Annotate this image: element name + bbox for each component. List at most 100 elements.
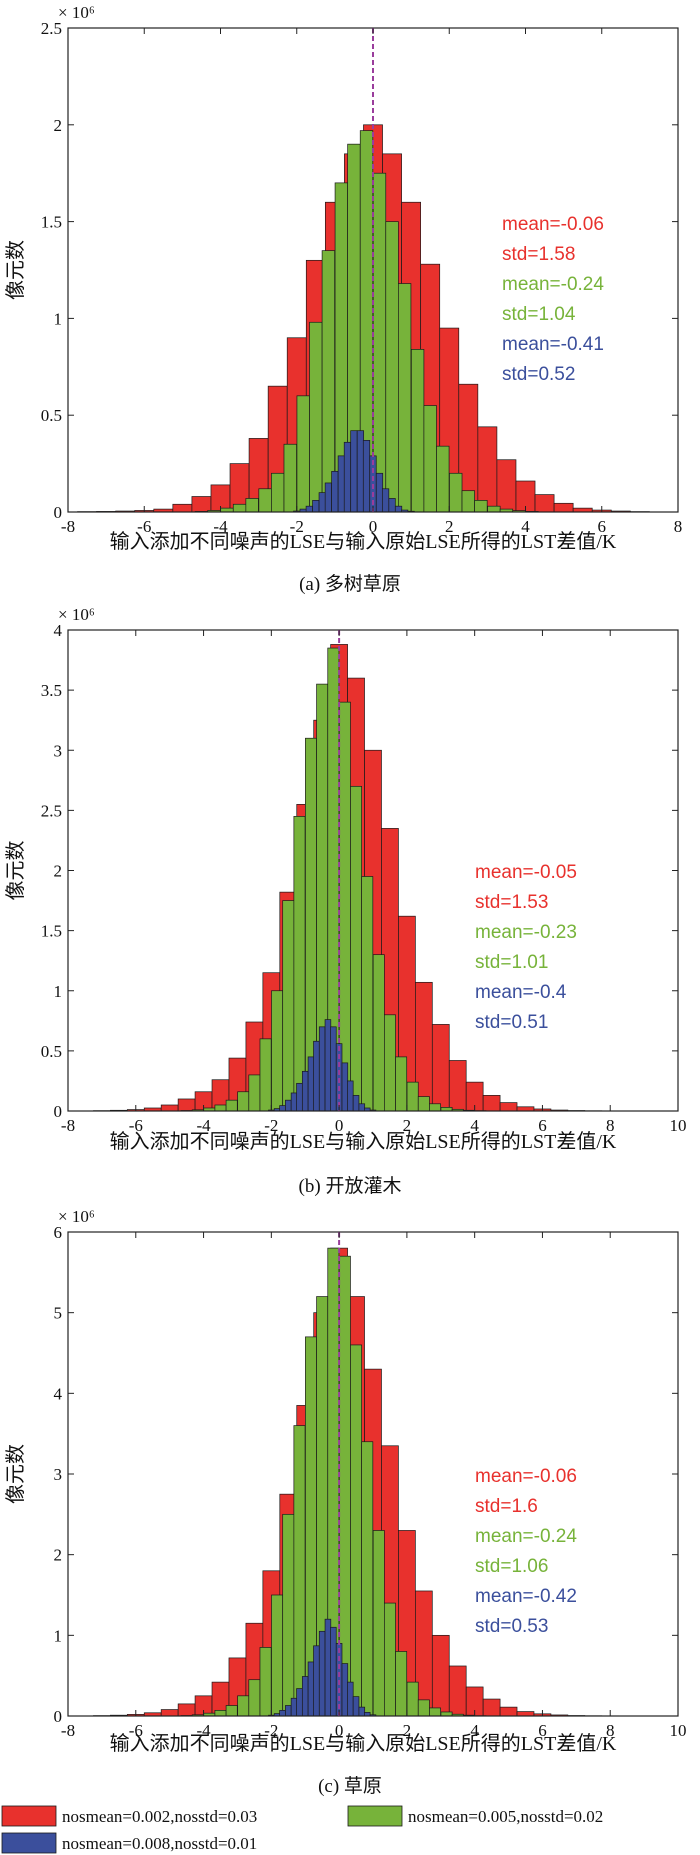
y-tick-label: 3 <box>54 741 63 760</box>
x-tick-label: -8 <box>61 1721 75 1740</box>
stat-annotation: std=1.06 <box>475 1556 548 1577</box>
bar <box>248 1679 261 1717</box>
bar <box>335 1043 343 1112</box>
bar <box>331 470 339 513</box>
bar <box>271 990 284 1112</box>
bar <box>237 1091 250 1112</box>
bar <box>352 1696 360 1717</box>
y-tick-label: 0 <box>54 1707 63 1726</box>
bar <box>313 1040 320 1112</box>
bar <box>307 1661 315 1717</box>
bar <box>477 426 498 513</box>
x-tick-label: -2 <box>264 1116 278 1135</box>
y-axis-label: 像元数 <box>4 1444 27 1504</box>
y-tick-label: 4 <box>54 621 63 640</box>
bar <box>361 1441 374 1717</box>
stat-annotation: std=1.04 <box>502 304 576 325</box>
stat-annotation: mean=-0.23 <box>475 922 577 943</box>
panel-caption: (a) 多树草原 <box>299 573 401 595</box>
x-tick-label: -2 <box>264 1721 278 1740</box>
y-axis-label: 像元数 <box>4 240 27 300</box>
stat-annotation: std=1.58 <box>502 244 575 265</box>
bar <box>406 1081 419 1112</box>
bar <box>337 455 345 513</box>
bar <box>279 1105 286 1112</box>
y-tick-label: 3 <box>54 1465 63 1484</box>
x-tick-label: 6 <box>598 517 607 536</box>
bar <box>245 498 259 513</box>
stat-annotation: mean=-0.41 <box>502 334 604 355</box>
bar <box>398 283 412 513</box>
x-tick-label: -6 <box>129 1116 143 1135</box>
stat-annotation: mean=-0.06 <box>502 214 604 235</box>
bar <box>429 1103 441 1112</box>
legend-swatch <box>1 1832 57 1854</box>
bar <box>225 1705 238 1717</box>
series-2 <box>194 130 539 513</box>
bar <box>282 900 295 1112</box>
bar <box>307 1056 315 1112</box>
bar <box>372 954 385 1112</box>
bar <box>324 1618 332 1717</box>
legend-swatch <box>1 1805 57 1827</box>
bar <box>318 492 326 513</box>
y-tick-label: 6 <box>54 1223 63 1242</box>
bar <box>358 1706 366 1717</box>
bar <box>237 1695 250 1717</box>
bar <box>312 500 320 513</box>
legend: nosmean=0.002,nosstd=0.03 nosmean=0.005,n… <box>1 1805 603 1854</box>
x-tick-label: 10 <box>670 1721 687 1740</box>
bar <box>290 1092 298 1112</box>
bar <box>417 1699 430 1717</box>
bar <box>448 1060 467 1112</box>
x-tick-label: 0 <box>369 517 378 536</box>
bar <box>496 459 517 513</box>
x-tick-label: -2 <box>290 517 304 536</box>
bar <box>347 1080 354 1112</box>
bar <box>410 349 425 513</box>
x-axis-label: 输入添加不同噪声的LSE与输入原始LSE所得的LST差值/K <box>110 530 617 553</box>
y-tick-label: 3.5 <box>41 681 62 700</box>
bar <box>385 221 399 513</box>
legend-label: nosmean=0.002,nosstd=0.03 <box>62 1807 257 1826</box>
y-exponent-label: × 10⁶ <box>58 3 95 22</box>
bar <box>417 1096 430 1112</box>
bar <box>160 1709 179 1717</box>
y-tick-label: 4 <box>54 1384 63 1403</box>
bar <box>301 1070 309 1112</box>
bar <box>258 488 272 513</box>
x-tick-label: 2 <box>403 1116 412 1135</box>
x-tick-label: -8 <box>61 1116 75 1135</box>
bar <box>440 1711 453 1717</box>
bar <box>301 1676 309 1717</box>
x-tick-label: -8 <box>61 517 75 536</box>
panel-caption: (c) 草原 <box>318 1775 382 1797</box>
bar <box>394 505 403 513</box>
bar <box>305 505 313 513</box>
stat-annotation: mean=-0.05 <box>475 862 577 883</box>
bar <box>499 1102 518 1112</box>
stat-annotation: std=0.52 <box>502 364 575 385</box>
bar <box>225 1099 238 1112</box>
bar <box>318 1026 326 1112</box>
x-axis-label: 输入添加不同噪声的LSE与输入原始LSE所得的LST差值/K <box>110 1130 617 1153</box>
x-tick-label: 8 <box>674 517 683 536</box>
stat-annotation: mean=-0.06 <box>475 1466 577 1487</box>
y-tick-label: 2.5 <box>41 19 62 38</box>
x-tick-label: 4 <box>470 1116 479 1135</box>
bar <box>248 1074 261 1112</box>
x-tick-label: 6 <box>538 1116 547 1135</box>
bar <box>431 1024 450 1112</box>
bar <box>350 785 362 1112</box>
bar <box>290 1697 298 1717</box>
bar <box>375 472 384 513</box>
x-tick-label: 8 <box>606 1721 615 1740</box>
bar <box>358 1103 366 1112</box>
x-tick-label: 2 <box>403 1721 412 1740</box>
bar <box>271 472 285 513</box>
y-tick-label: 1.5 <box>41 922 62 941</box>
y-tick-label: 2 <box>54 116 63 135</box>
bar <box>384 1014 396 1112</box>
bar <box>436 445 450 513</box>
y-tick-label: 2.5 <box>41 801 62 820</box>
